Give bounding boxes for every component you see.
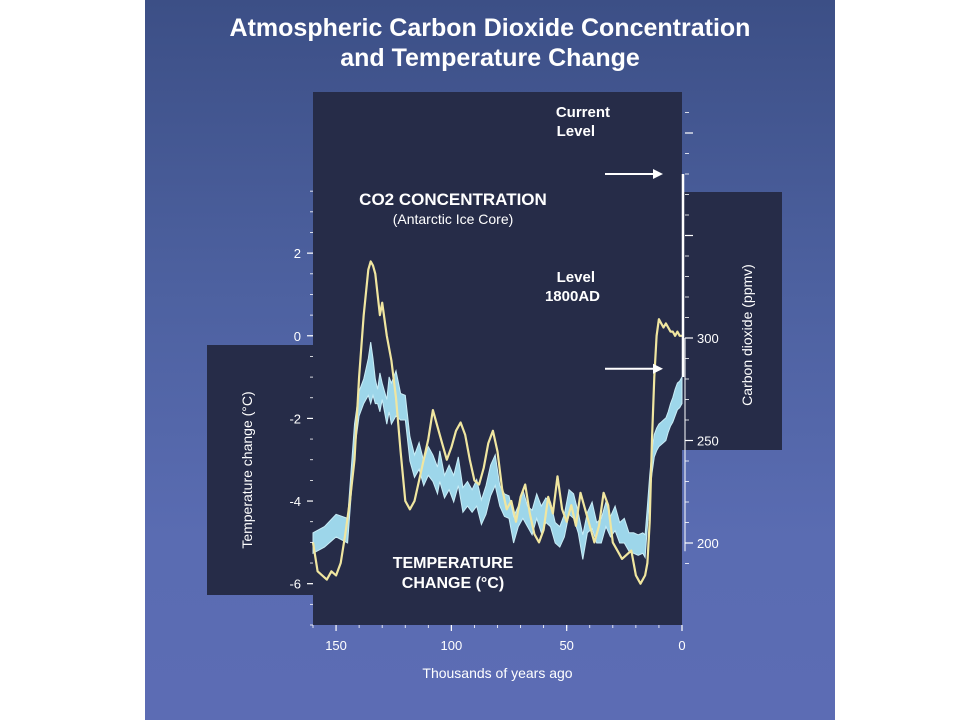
x-axis-label: Thousands of years ago — [422, 665, 572, 681]
chart-figure: Atmospheric Carbon Dioxide Concentration… — [145, 0, 835, 720]
chart-title-line2: and Temperature Change — [340, 44, 640, 72]
left-axis-panel — [207, 345, 313, 595]
co2-concentration-band — [312, 342, 683, 560]
x-tick-label: 0 — [678, 638, 685, 653]
left-tick-label: -4 — [289, 494, 301, 509]
chart-canvas: 2 0 -2 -4 -6 300 250 200 150 100 50 0 Thousands of y… — [207, 92, 782, 681]
temperature-change-line — [311, 260, 682, 585]
level-1800-label-1: Level — [557, 269, 595, 286]
temp-title-line2: CHANGE (°C) — [402, 575, 504, 592]
right-axis-label: Carbon dioxide (ppmv) — [739, 264, 755, 406]
left-tick-label: -6 — [289, 577, 301, 592]
level-1800-arrowhead — [653, 363, 663, 374]
x-tick-label: 150 — [325, 638, 347, 653]
left-tick-label: -2 — [289, 411, 301, 426]
level-1800-label-2: 1800AD — [545, 288, 600, 305]
right-tick-label: 200 — [697, 536, 719, 551]
current-level-arrowhead — [653, 169, 663, 179]
right-tick-label: 300 — [697, 331, 719, 346]
left-tick-label: 2 — [294, 246, 301, 261]
left-axis-label: Temperature change (°C) — [239, 391, 255, 548]
current-level-label-1: Current — [556, 104, 610, 121]
x-tick-label: 100 — [441, 638, 463, 653]
left-tick-label: 0 — [294, 329, 301, 344]
temp-title-line1: TEMPERATURE — [393, 555, 514, 572]
right-tick-label: 250 — [697, 434, 719, 449]
chart-title-line1: Atmospheric Carbon Dioxide Concentration — [229, 14, 751, 42]
co2-subtitle: (Antarctic Ice Core) — [393, 211, 514, 227]
right-axis-panel — [682, 192, 782, 450]
co2-title: CO2 CONCENTRATION — [359, 190, 547, 209]
current-level-label-2: Level — [557, 123, 595, 140]
x-tick-label: 50 — [559, 638, 573, 653]
